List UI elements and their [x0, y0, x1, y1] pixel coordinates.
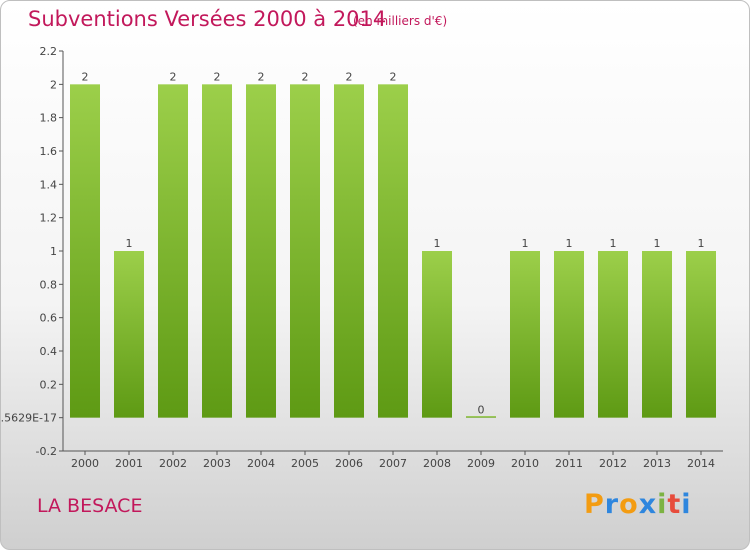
x-tick-label: 2009 — [467, 457, 495, 470]
x-tick-label: 2007 — [379, 457, 407, 470]
bar — [510, 251, 540, 418]
bar-value-label: 2 — [214, 70, 221, 83]
bar-value-label: 2 — [82, 70, 89, 83]
bar-value-label: 1 — [566, 237, 573, 250]
proxiti-logo[interactable]: Proxiti — [584, 489, 692, 520]
x-tick-label: 2011 — [555, 457, 583, 470]
bar-value-label: 1 — [610, 237, 617, 250]
bar-value-label: 1 — [654, 237, 661, 250]
y-tick-label: 1 — [50, 245, 57, 258]
y-tick-label: 1.4 — [40, 178, 58, 191]
y-tick-label: 0.6 — [40, 312, 58, 325]
x-tick-label: 2004 — [247, 457, 275, 470]
logo-letter: r — [604, 489, 620, 520]
x-tick-label: 2008 — [423, 457, 451, 470]
y-tick-label: 0.4 — [40, 345, 58, 358]
bar — [70, 84, 100, 418]
y-tick-label: 0.8 — [40, 278, 58, 291]
logo-letter: i — [657, 489, 668, 520]
y-tick-label: 2.2 — [40, 45, 58, 58]
logo-letter: i — [681, 489, 692, 520]
chart-title: Subventions Versées 2000 à 2014 — [28, 7, 387, 31]
bar — [422, 251, 452, 418]
bar — [466, 416, 496, 418]
bar-value-label: 1 — [698, 237, 705, 250]
bar-value-label: 2 — [390, 70, 397, 83]
bar-value-label: 2 — [258, 70, 265, 83]
x-tick-label: 2012 — [599, 457, 627, 470]
x-tick-label: 2013 — [643, 457, 671, 470]
x-tick-label: 2003 — [203, 457, 231, 470]
bar-value-label: 2 — [170, 70, 177, 83]
x-tick-label: 2001 — [115, 457, 143, 470]
bar — [554, 251, 584, 418]
bar — [246, 84, 276, 418]
bar — [290, 84, 320, 418]
logo-letter: o — [619, 489, 639, 520]
bar — [598, 251, 628, 418]
y-tick-label: 1.8 — [40, 112, 58, 125]
x-tick-label: 2006 — [335, 457, 363, 470]
bar-value-label: 1 — [434, 237, 441, 250]
bar-value-label: 1 — [522, 237, 529, 250]
bar — [334, 84, 364, 418]
x-tick-label: 2010 — [511, 457, 539, 470]
bar — [114, 251, 144, 418]
y-tick-label: 1.6 — [40, 145, 58, 158]
y-tick-label: 2 — [50, 78, 57, 91]
y-tick-label: -0.2 — [36, 445, 57, 458]
bar-value-label: 2 — [302, 70, 309, 83]
y-tick-label: 0.2 — [40, 378, 58, 391]
y-tick-label: -1.5629E-17 — [1, 412, 57, 425]
bar-value-label: 1 — [126, 237, 133, 250]
commune-name: LA BESACE — [37, 495, 143, 517]
chart-subtitle: (en milliers d'€) — [353, 14, 448, 28]
x-tick-label: 2014 — [687, 457, 715, 470]
logo-letter: P — [584, 489, 605, 520]
logo-letter: t — [667, 489, 682, 520]
x-tick-label: 2002 — [159, 457, 187, 470]
x-tick-label: 2000 — [71, 457, 99, 470]
y-tick-label: 1.2 — [40, 212, 58, 225]
x-tick-label: 2005 — [291, 457, 319, 470]
bar — [642, 251, 672, 418]
bar — [686, 251, 716, 418]
bar — [202, 84, 232, 418]
bar-value-label: 0 — [478, 404, 485, 417]
bar — [158, 84, 188, 418]
bar-value-label: 2 — [346, 70, 353, 83]
bar — [378, 84, 408, 418]
logo-letter: x — [638, 489, 658, 520]
